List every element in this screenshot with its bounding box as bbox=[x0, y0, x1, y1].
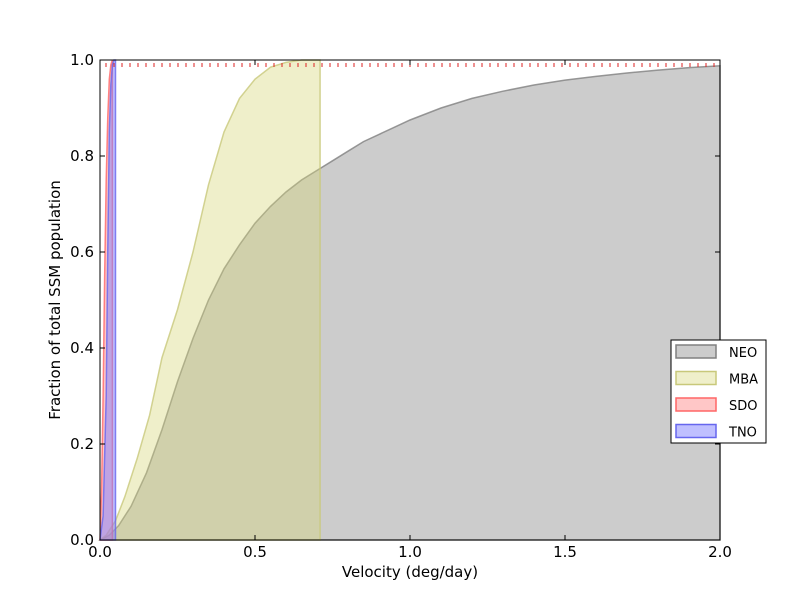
x-axis-label: Velocity (deg/day) bbox=[342, 563, 478, 581]
area-neo bbox=[99, 64, 721, 541]
legend-swatch-sdo bbox=[675, 397, 717, 412]
legend-label-neo: NEO bbox=[729, 346, 757, 361]
legend-swatch-mba bbox=[675, 370, 717, 386]
series-areas bbox=[97, 59, 721, 541]
x-tick-label: 1.5 bbox=[553, 543, 577, 561]
y-tick-label: 0.4 bbox=[70, 339, 94, 357]
x-tick-label: 2.0 bbox=[708, 543, 732, 561]
y-tick-label: 0.8 bbox=[70, 147, 94, 165]
legend-label-sdo: SDO bbox=[729, 399, 758, 414]
y-tick-label: 0.6 bbox=[70, 243, 94, 261]
y-tick-label: 0.2 bbox=[70, 435, 94, 453]
y-tick-label: 1.0 bbox=[70, 51, 94, 69]
legend-swatch-neo bbox=[675, 344, 717, 359]
legend: NEO MBA SDO TNO bbox=[670, 339, 767, 444]
top-marker-ticks bbox=[105, 63, 715, 67]
area-mba bbox=[97, 59, 321, 541]
legend-swatch-tno bbox=[675, 423, 717, 439]
x-tick-label: 1.0 bbox=[398, 543, 422, 561]
x-tick-label: 0.5 bbox=[243, 543, 267, 561]
y-axis-label: Fraction of total SSM population bbox=[46, 180, 64, 420]
legend-label-mba: MBA bbox=[729, 373, 758, 388]
axis-ticks: 0.0 0.5 1.0 1.5 2.0 0.0 0.2 0.4 0.6 0.8 1.0 bbox=[70, 51, 732, 561]
x-tick-label: 0.0 bbox=[88, 543, 112, 561]
area-tno bbox=[99, 59, 117, 541]
legend-label-tno: TNO bbox=[728, 426, 757, 441]
y-tick-label: 0.0 bbox=[70, 531, 94, 549]
